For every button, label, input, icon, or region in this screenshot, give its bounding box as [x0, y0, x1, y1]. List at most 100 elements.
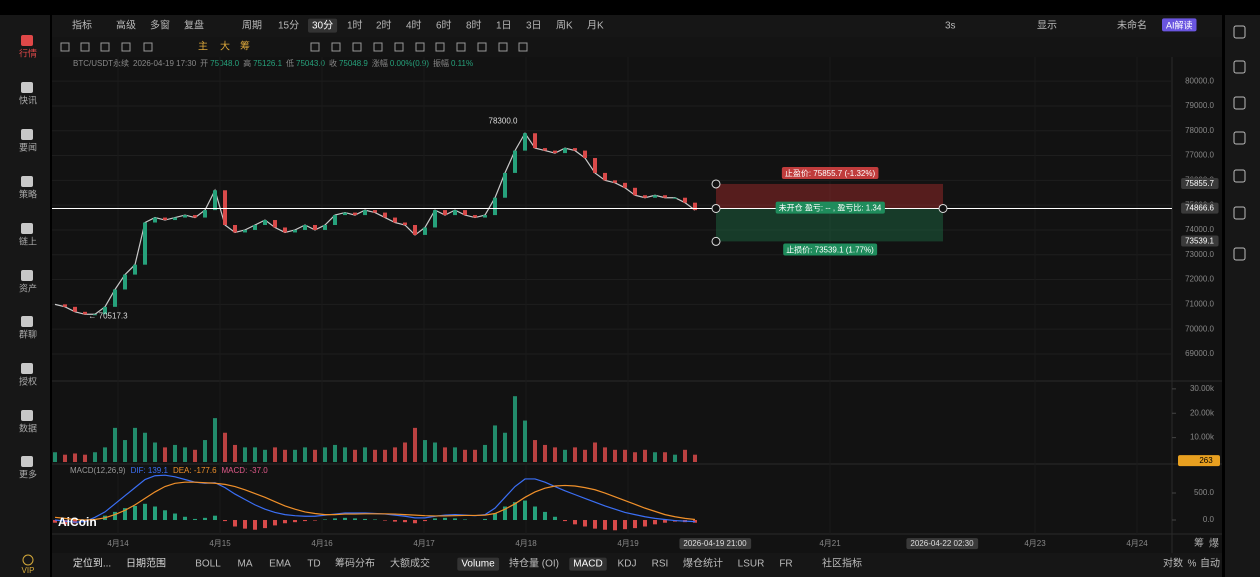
indicator-button[interactable]: MA	[238, 559, 253, 570]
period-button[interactable]: 月K	[587, 20, 604, 32]
sidebar-icon[interactable]	[21, 129, 33, 140]
candle-body	[573, 148, 577, 151]
toolbar-button[interactable]: AI解读	[1166, 19, 1193, 30]
draw-tool-icon[interactable]	[310, 42, 320, 52]
indicator-button[interactable]: Volume	[461, 559, 495, 570]
indicator-button[interactable]: 大额成交	[390, 557, 430, 570]
draw-tool[interactable]: 筹	[240, 40, 250, 53]
indicator-button[interactable]: KDJ	[618, 559, 637, 570]
candle-body	[103, 306, 107, 315]
draw-tool-icon[interactable]	[143, 42, 153, 52]
draw-tool-icon[interactable]	[331, 42, 341, 52]
indicator-button[interactable]: MACD	[573, 559, 602, 570]
period-button[interactable]: 6时	[436, 20, 452, 32]
sidebar-item[interactable]: 数据	[19, 422, 37, 433]
candle-body	[533, 133, 537, 149]
indicator-button[interactable]: EMA	[269, 559, 291, 570]
handle[interactable]	[711, 179, 721, 189]
price-tag: 73539.1	[1185, 236, 1214, 245]
period-button[interactable]: 30分	[312, 20, 333, 32]
indicator-button[interactable]: 社区指标	[822, 557, 862, 570]
handle[interactable]	[711, 203, 721, 213]
toolbar-button[interactable]: 多窗	[150, 19, 170, 32]
period-button[interactable]: 1时	[347, 20, 363, 32]
draw-tool-icon[interactable]	[435, 42, 445, 52]
toolbar-button[interactable]: 显示	[1037, 20, 1057, 32]
sidebar-item[interactable]: 快讯	[19, 94, 37, 105]
candle-body	[513, 150, 517, 173]
indicator-button[interactable]: LSUR	[738, 559, 765, 570]
sidebar-icon[interactable]	[21, 176, 33, 187]
draw-tool-icon[interactable]	[498, 42, 508, 52]
toolbar-button[interactable]: 高级	[116, 19, 136, 32]
draw-tool-icon[interactable]	[60, 42, 70, 52]
sidebar-item[interactable]: 链上	[19, 235, 37, 246]
candle-body	[273, 220, 277, 228]
sidebar-item[interactable]: 行情	[19, 47, 37, 58]
vip[interactable]: VIP	[22, 566, 35, 575]
sidebar-item[interactable]: 要闻	[19, 142, 37, 152]
toolbar-button[interactable]: 对数	[1163, 557, 1183, 570]
volume-bar	[343, 447, 347, 462]
axis-tool[interactable]: 筹	[1194, 537, 1204, 550]
sidebar-item[interactable]: 资产	[19, 282, 37, 293]
toolbar-button[interactable]: 自动	[1200, 557, 1220, 570]
period-button[interactable]: 8时	[466, 20, 482, 32]
indicator-button[interactable]: FR	[779, 559, 792, 570]
handle[interactable]	[938, 203, 948, 213]
volume-bar	[123, 440, 127, 462]
period-button[interactable]: 15分	[278, 20, 299, 32]
toolbar-button[interactable]: 复盘	[184, 19, 204, 32]
indicator-button[interactable]: RSI	[652, 559, 669, 570]
indicator-button[interactable]: 持仓量 (OI)	[509, 557, 559, 570]
sidebar-icon[interactable]	[21, 456, 33, 467]
period-button[interactable]: 4时	[406, 20, 422, 32]
draw-tool-icon[interactable]	[518, 42, 528, 52]
indicator-button[interactable]: 筹码分布	[335, 557, 375, 570]
sidebar-icon[interactable]	[21, 82, 33, 93]
period-button[interactable]: 3日	[526, 21, 542, 32]
indicator-button[interactable]: TD	[307, 559, 320, 570]
draw-tool-icon[interactable]	[415, 42, 425, 52]
draw-tool-icon[interactable]	[352, 42, 362, 52]
toolbar-button[interactable]: 周期	[242, 20, 262, 32]
draw-tool-icon[interactable]	[477, 42, 487, 52]
sidebar-icon[interactable]	[21, 363, 33, 374]
sidebar-item[interactable]: 策略	[19, 188, 37, 199]
draw-tool-icon[interactable]	[456, 42, 466, 52]
draw-tool-icon[interactable]	[100, 42, 110, 52]
period-button[interactable]: 1日	[496, 21, 512, 32]
macd-bar	[333, 518, 337, 521]
draw-tool-icon[interactable]	[121, 42, 131, 52]
label-bg	[308, 18, 338, 33]
axis-tool[interactable]: 爆	[1209, 538, 1219, 550]
draw-tool[interactable]: 大	[220, 40, 230, 53]
macd-bar	[393, 520, 397, 522]
toolbar-button[interactable]: %	[1188, 559, 1197, 570]
sidebar-icon[interactable]	[21, 35, 33, 46]
sidebar-icon[interactable]	[21, 223, 33, 234]
candle-body	[463, 210, 467, 216]
period-button[interactable]: 周K	[556, 20, 573, 32]
period-button[interactable]: 2时	[376, 20, 392, 32]
toolbar-button[interactable]: 未命名	[1117, 19, 1147, 32]
toolbar-button[interactable]: 3s	[945, 21, 956, 32]
volume-bar	[463, 449, 467, 462]
sidebar-icon[interactable]	[21, 316, 33, 327]
indicator-button[interactable]: 爆仓统计	[683, 557, 723, 570]
draw-tool-icon[interactable]	[80, 42, 90, 52]
handle[interactable]	[711, 236, 721, 246]
sidebar-item[interactable]: 授权	[19, 375, 37, 386]
sidebar-item[interactable]: 群聊	[19, 328, 37, 339]
draw-tool[interactable]: 主	[198, 41, 208, 53]
draw-tool-icon[interactable]	[394, 42, 404, 52]
sidebar-icon[interactable]	[21, 270, 33, 281]
toolbar-button[interactable]: 指标	[72, 19, 92, 32]
sidebar-icon[interactable]	[21, 410, 33, 421]
draw-tool-icon[interactable]	[373, 42, 383, 52]
indicator-button[interactable]: BOLL	[195, 559, 221, 570]
toolbar-button[interactable]: 定位到...	[73, 557, 111, 570]
sidebar-item[interactable]: 更多	[19, 468, 37, 479]
toolbar-button[interactable]: 日期范围	[126, 557, 166, 570]
